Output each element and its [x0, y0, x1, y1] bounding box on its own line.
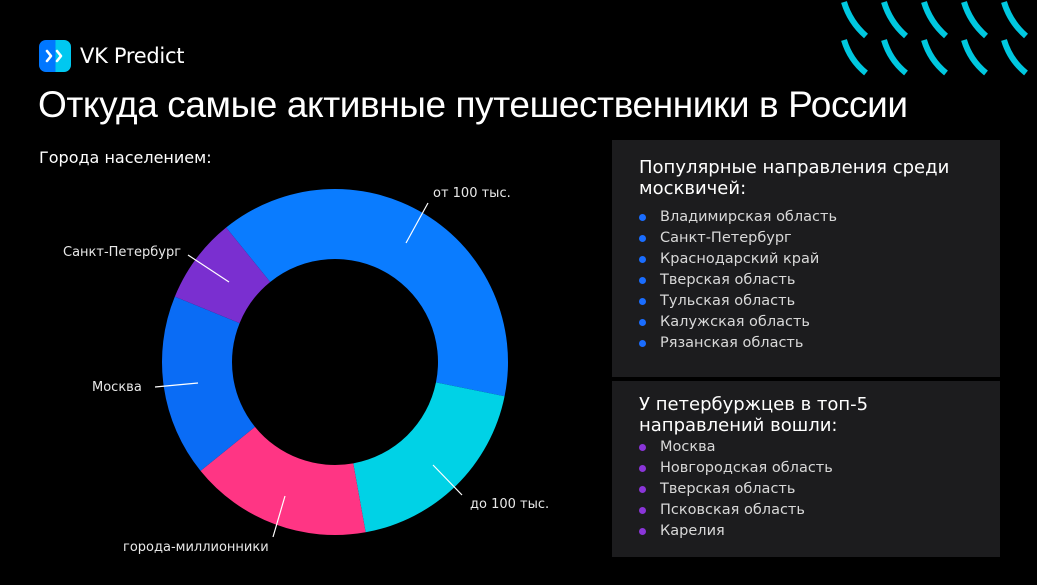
list-item: Тульская область	[639, 291, 1000, 312]
donut-slice-4	[174, 227, 271, 324]
leader-line-from-100k	[405, 202, 429, 244]
page-title: Откуда самые активные путешественники в …	[38, 84, 908, 125]
bullet-icon	[639, 214, 646, 221]
chevrons-right-icon	[39, 40, 71, 72]
bullet-icon	[639, 507, 646, 514]
leader-line-up-to-100k	[432, 464, 463, 496]
label-spb: Санкт-Петербург	[63, 245, 182, 260]
list-item: Владимирская область	[639, 207, 1000, 228]
bullet-icon	[639, 528, 646, 535]
leader-line-spb	[187, 254, 230, 283]
list-item: Краснодарский край	[639, 249, 1000, 270]
spb-destinations-panel: У петербуржцев в топ-5 направлений вошли…	[612, 381, 1000, 557]
bullet-icon	[639, 256, 646, 263]
chart-subtitle: Города населением:	[39, 148, 212, 167]
bullet-icon	[639, 465, 646, 472]
list-item: Тверская область	[639, 270, 1000, 291]
donut-slice-3	[162, 296, 255, 471]
brand-logo: VK Predict	[39, 40, 184, 72]
moscow-destinations-list: Владимирская область Санкт-Петербург Красн…	[639, 207, 1000, 354]
leader-line-millionaires	[272, 495, 286, 538]
list-item: Карелия	[639, 521, 1000, 542]
donut-slice-1	[353, 382, 505, 533]
brand-name: VK Predict	[80, 44, 185, 68]
leader-line-moscow	[154, 382, 199, 388]
spb-destinations-list: Москва Новгородская область Тверская облас…	[639, 437, 1000, 542]
list-item: Тверская область	[639, 479, 1000, 500]
bullet-icon	[639, 277, 646, 284]
donut-slice-2	[200, 426, 366, 535]
label-millionaires: города-миллионники	[123, 540, 269, 555]
bullet-icon	[639, 444, 646, 451]
bullet-icon	[639, 340, 646, 347]
bullet-icon	[639, 298, 646, 305]
bullet-icon	[639, 486, 646, 493]
panel-title: Популярные направления среди москвичей:	[639, 157, 950, 199]
list-item: Москва	[639, 437, 1000, 458]
list-item: Калужская область	[639, 312, 1000, 333]
panel-title: У петербуржцев в топ-5 направлений вошли…	[639, 394, 869, 436]
label-up-to-100k: до 100 тыс.	[470, 497, 550, 512]
donut-slice-0	[226, 188, 509, 397]
label-from-100k: от 100 тыс.	[433, 186, 511, 201]
list-item: Рязанская область	[639, 333, 1000, 354]
list-item: Новгородская область	[639, 458, 1000, 479]
list-item: Псковская область	[639, 500, 1000, 521]
label-moscow: Москва	[92, 380, 142, 395]
list-item: Санкт-Петербург	[639, 228, 1000, 249]
bullet-icon	[639, 235, 646, 242]
bullet-icon	[639, 319, 646, 326]
moscow-destinations-panel: Популярные направления среди москвичей: …	[612, 140, 1000, 377]
decorative-arcs-icon	[841, 1, 1029, 76]
